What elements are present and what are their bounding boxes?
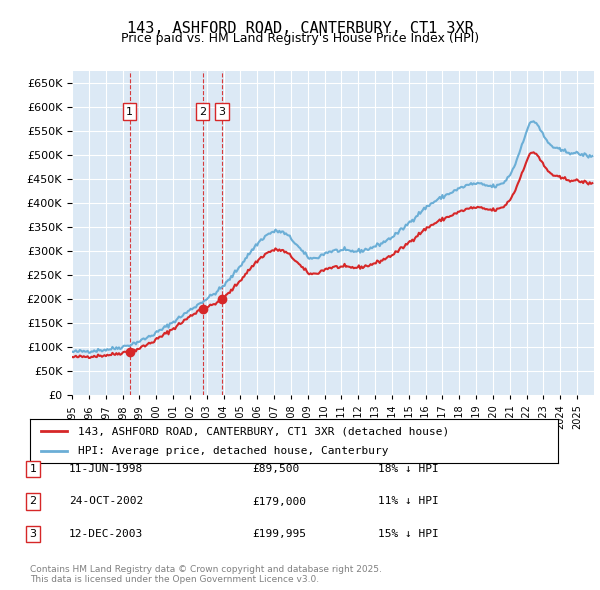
Text: £199,995: £199,995 xyxy=(252,529,306,539)
Text: 1: 1 xyxy=(29,464,37,474)
Text: 2: 2 xyxy=(199,107,206,117)
Text: HPI: Average price, detached house, Canterbury: HPI: Average price, detached house, Cant… xyxy=(77,446,388,455)
Text: 15% ↓ HPI: 15% ↓ HPI xyxy=(378,529,439,539)
Text: Contains HM Land Registry data © Crown copyright and database right 2025.
This d: Contains HM Land Registry data © Crown c… xyxy=(30,565,382,584)
Text: 12-DEC-2003: 12-DEC-2003 xyxy=(69,529,143,539)
Text: 143, ASHFORD ROAD, CANTERBURY, CT1 3XR (detached house): 143, ASHFORD ROAD, CANTERBURY, CT1 3XR (… xyxy=(77,427,449,436)
Text: 24-OCT-2002: 24-OCT-2002 xyxy=(69,497,143,506)
Text: 3: 3 xyxy=(29,529,37,539)
Text: £179,000: £179,000 xyxy=(252,497,306,506)
Text: 1: 1 xyxy=(126,107,133,117)
Text: 11% ↓ HPI: 11% ↓ HPI xyxy=(378,497,439,506)
Text: 2: 2 xyxy=(29,497,37,506)
Text: Price paid vs. HM Land Registry's House Price Index (HPI): Price paid vs. HM Land Registry's House … xyxy=(121,32,479,45)
Text: 11-JUN-1998: 11-JUN-1998 xyxy=(69,464,143,474)
Text: 143, ASHFORD ROAD, CANTERBURY, CT1 3XR: 143, ASHFORD ROAD, CANTERBURY, CT1 3XR xyxy=(127,21,473,35)
Text: 18% ↓ HPI: 18% ↓ HPI xyxy=(378,464,439,474)
Text: 3: 3 xyxy=(218,107,226,117)
Text: £89,500: £89,500 xyxy=(252,464,299,474)
